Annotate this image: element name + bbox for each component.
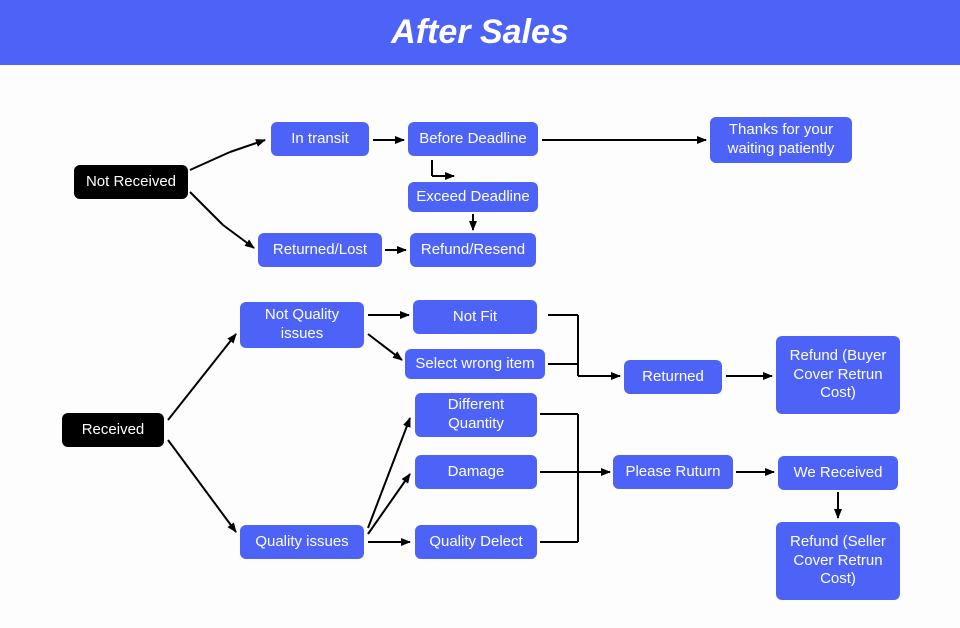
node-not_qi: Not Quality issues [240,302,364,348]
node-refund_resend: Refund/Resend [410,233,536,267]
node-thanks: Thanks for your waiting patiently [710,117,852,163]
node-refund_seller: Refund (Seller Cover Retrun Cost) [776,522,900,600]
header-title: After Sales [391,13,569,52]
header-bar: After Sales [0,0,960,65]
node-q_delect: Quality Delect [415,525,537,559]
node-exceed_dl: Exceed Deadline [408,182,538,212]
node-not_received: Not Received [74,165,188,199]
node-we_received: We Received [778,456,898,490]
node-wrong_item: Select wrong item [405,349,545,379]
node-qi: Quality issues [240,525,364,559]
node-before_dl: Before Deadline [408,122,538,156]
node-returned: Returned [624,360,722,394]
node-refund_buyer: Refund (Buyer Cover Retrun Cost) [776,336,900,414]
node-received: Received [62,413,164,447]
node-diff_qty: Different Quantity [415,393,537,437]
node-returned_lost: Returned/Lost [258,233,382,267]
node-not_fit: Not Fit [413,300,537,334]
node-in_transit: In transit [271,122,369,156]
node-please_ret: Please Ruturn [613,455,733,489]
node-damage: Damage [415,455,537,489]
